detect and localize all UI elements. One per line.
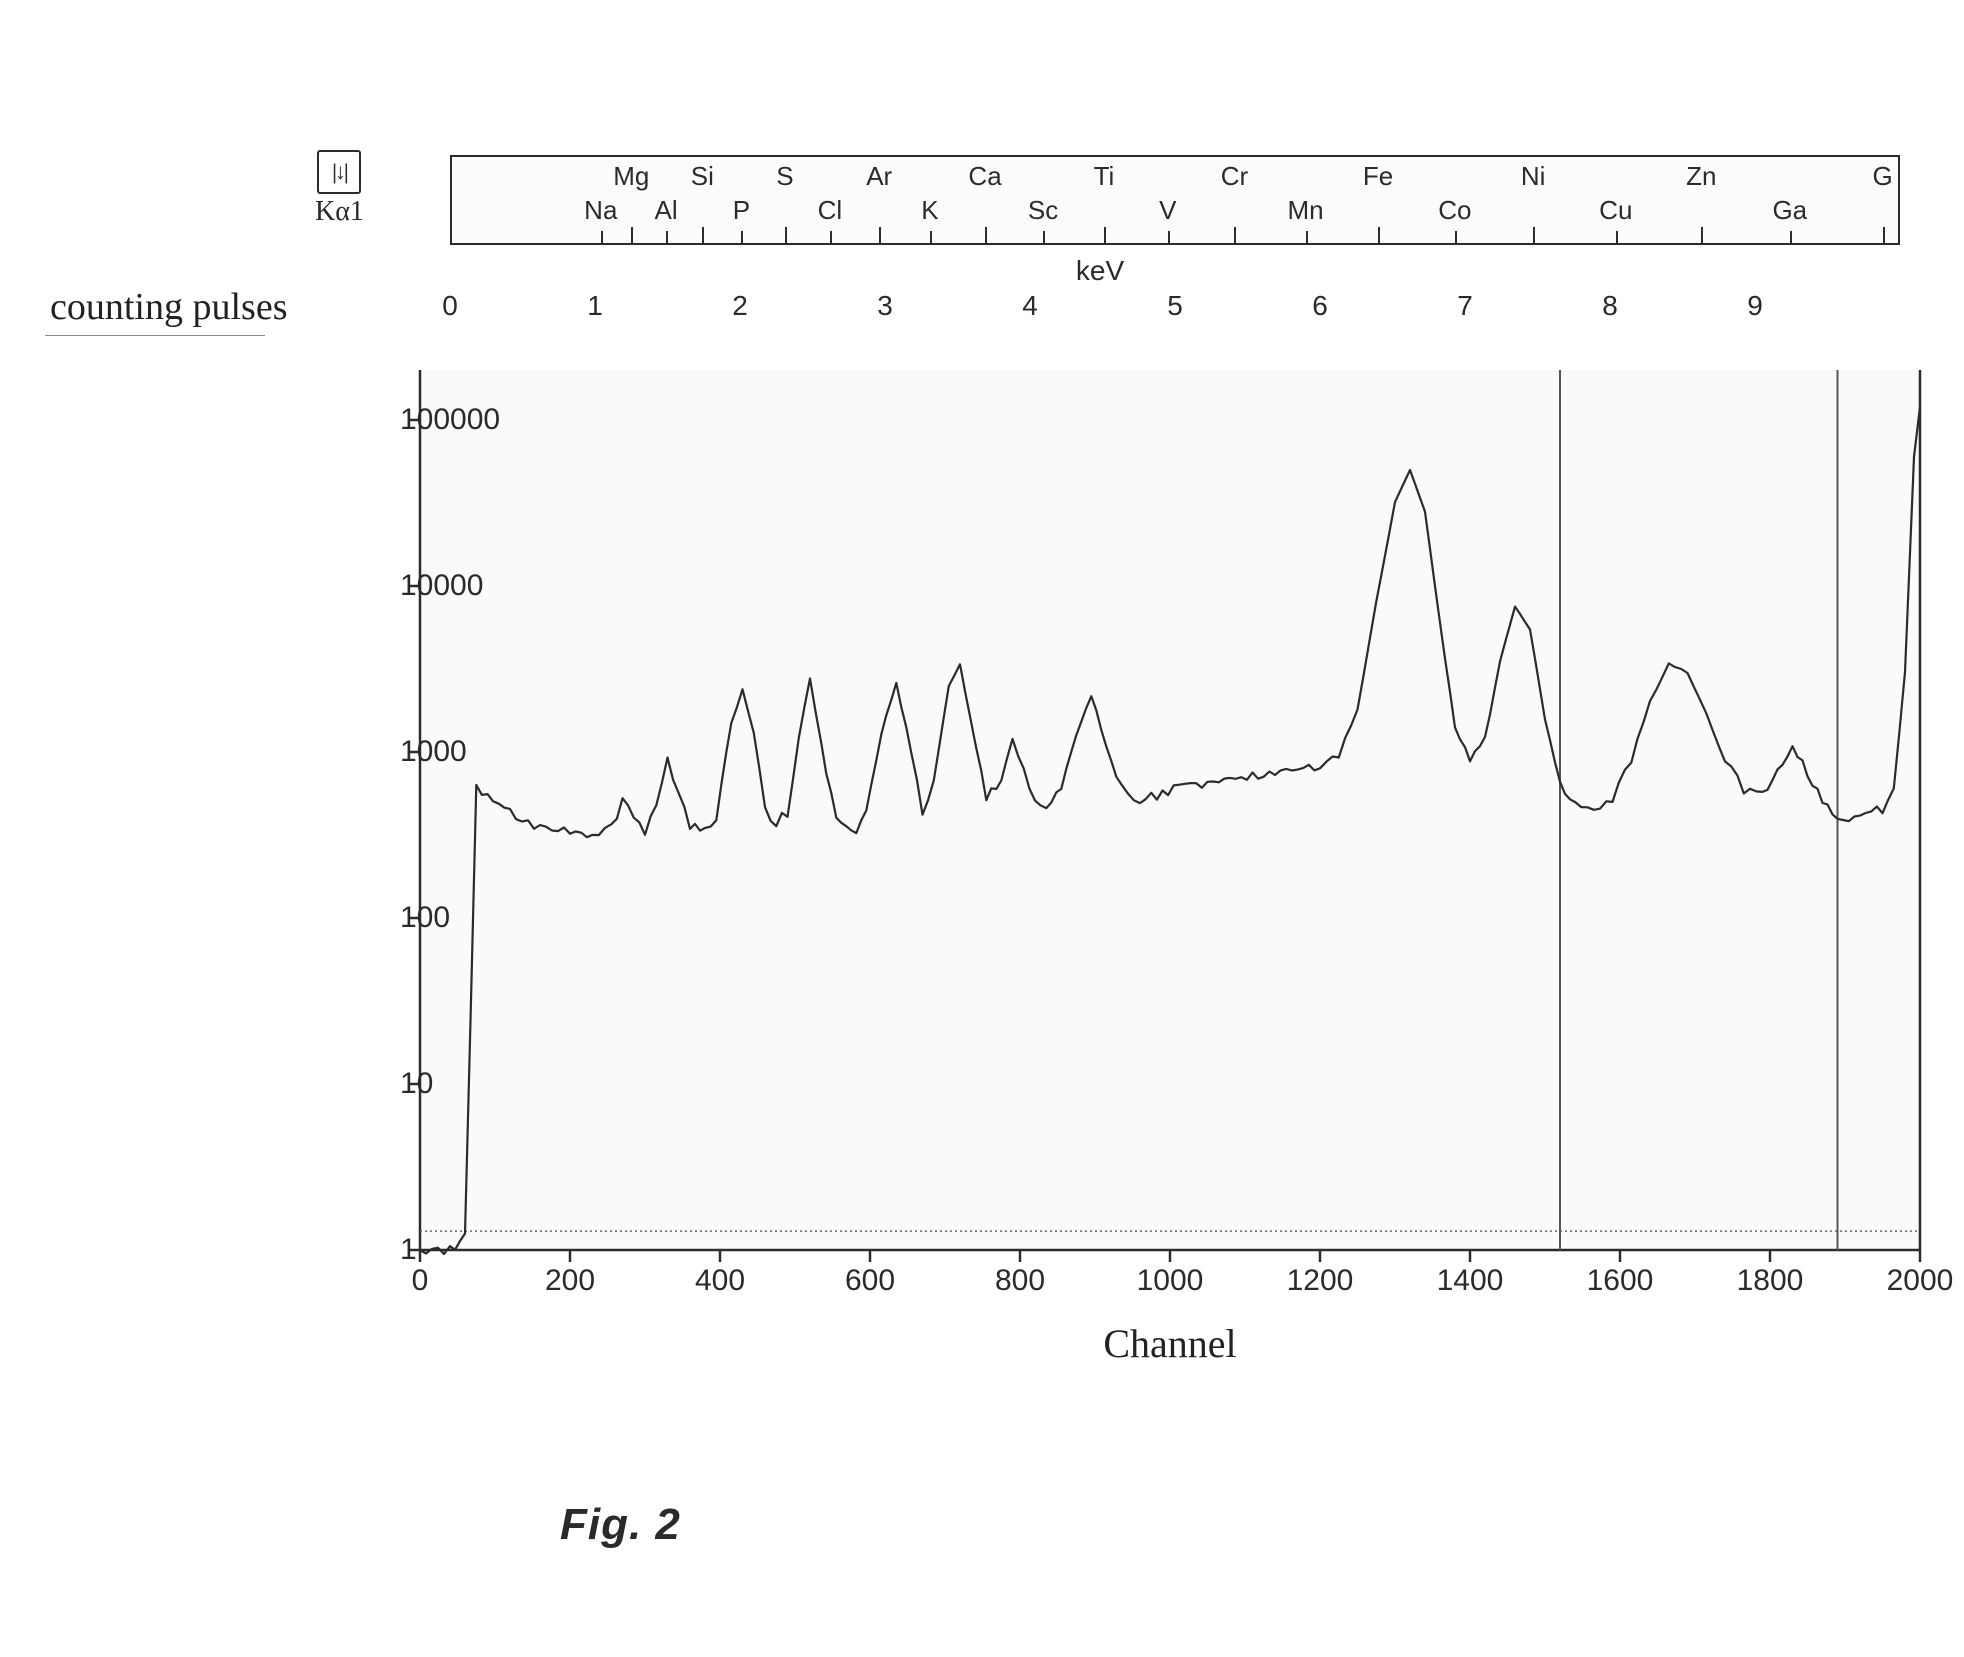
page-root: { "figure": { "caption": "Fig. 2", "xlab… [0,0,1964,1657]
element-tick [631,227,634,243]
kev-tick-label: 9 [1747,290,1763,322]
element-tick [1234,227,1237,243]
element-label-top: Ar [866,161,892,192]
element-label-top: S [776,161,793,192]
element-label-bottom: Co [1438,195,1471,226]
kev-tick-label: 3 [877,290,893,322]
element-label-top: Ca [968,161,1001,192]
element-label-top: Ni [1521,161,1546,192]
y-axis-label-underline [45,335,265,336]
element-label-top: Fe [1363,161,1393,192]
kev-tick-label: 8 [1602,290,1618,322]
x-tick-label: 800 [995,1264,1045,1298]
element-tick [1701,227,1704,243]
figure-caption: Fig. 2 [560,1500,681,1550]
kalpha-glyph-icon: |↓| [317,150,361,194]
element-tick [1883,227,1886,243]
element-label-top: Zn [1686,161,1716,192]
element-tick [930,231,933,243]
x-tick-label: 600 [845,1264,895,1298]
chart-plot-area [420,370,1920,1250]
element-tick [985,227,988,243]
element-label-top: Ti [1094,161,1115,192]
element-tick [830,231,833,243]
element-tick [879,227,882,243]
element-label-top: Mg [613,161,649,192]
x-tick-label: 0 [412,1264,429,1298]
element-tick [785,227,788,243]
element-tick [1104,227,1107,243]
kev-tick-label: 1 [587,290,603,322]
x-tick-label: 1800 [1737,1264,1804,1298]
element-tick [1378,227,1381,243]
y-axis-label: counting pulses [50,285,287,329]
element-label-top: Cr [1221,161,1248,192]
element-tick [1168,231,1171,243]
element-label-bottom: K [921,195,938,226]
element-label-bottom: Mn [1287,195,1323,226]
spectrum-chart-svg [420,370,1920,1250]
element-label-bottom: Al [654,195,677,226]
kev-tick-label: 7 [1457,290,1473,322]
kev-tick-label: 0 [442,290,458,322]
kev-tick-label: 6 [1312,290,1328,322]
x-tick-label: 1200 [1287,1264,1354,1298]
kalpha-label-box: |↓| Kα1 [315,150,364,228]
element-tick [666,231,669,243]
x-tick-label: 1400 [1437,1264,1504,1298]
kev-unit-label: keV [1076,255,1124,287]
kev-tick-label: 5 [1167,290,1183,322]
element-label-bottom: Cl [818,195,843,226]
element-label-bottom: Cu [1599,195,1632,226]
element-label-bottom: Ga [1772,195,1807,226]
kev-tick-label: 2 [732,290,748,322]
element-label-bottom: Sc [1028,195,1058,226]
element-label-top: G [1872,161,1892,192]
element-label-bottom: P [733,195,750,226]
element-tick [1790,231,1793,243]
element-tick [1616,231,1619,243]
element-tick [1043,231,1046,243]
element-label-bottom: Na [584,195,617,226]
kalpha-label: Kα1 [315,196,364,228]
x-tick-label: 200 [545,1264,595,1298]
element-label-bottom: V [1159,195,1176,226]
element-tick [702,227,705,243]
kev-tick-label: 4 [1022,290,1038,322]
x-tick-label: 2000 [1887,1264,1954,1298]
element-tick [1533,227,1536,243]
element-tick [601,231,604,243]
element-label-top: Si [691,161,714,192]
x-axis-label: Channel [1103,1320,1236,1367]
x-tick-label: 400 [695,1264,745,1298]
x-tick-label: 1000 [1137,1264,1204,1298]
element-tick [1455,231,1458,243]
element-tick [741,231,744,243]
element-tick [1306,231,1309,243]
x-tick-label: 1600 [1587,1264,1654,1298]
